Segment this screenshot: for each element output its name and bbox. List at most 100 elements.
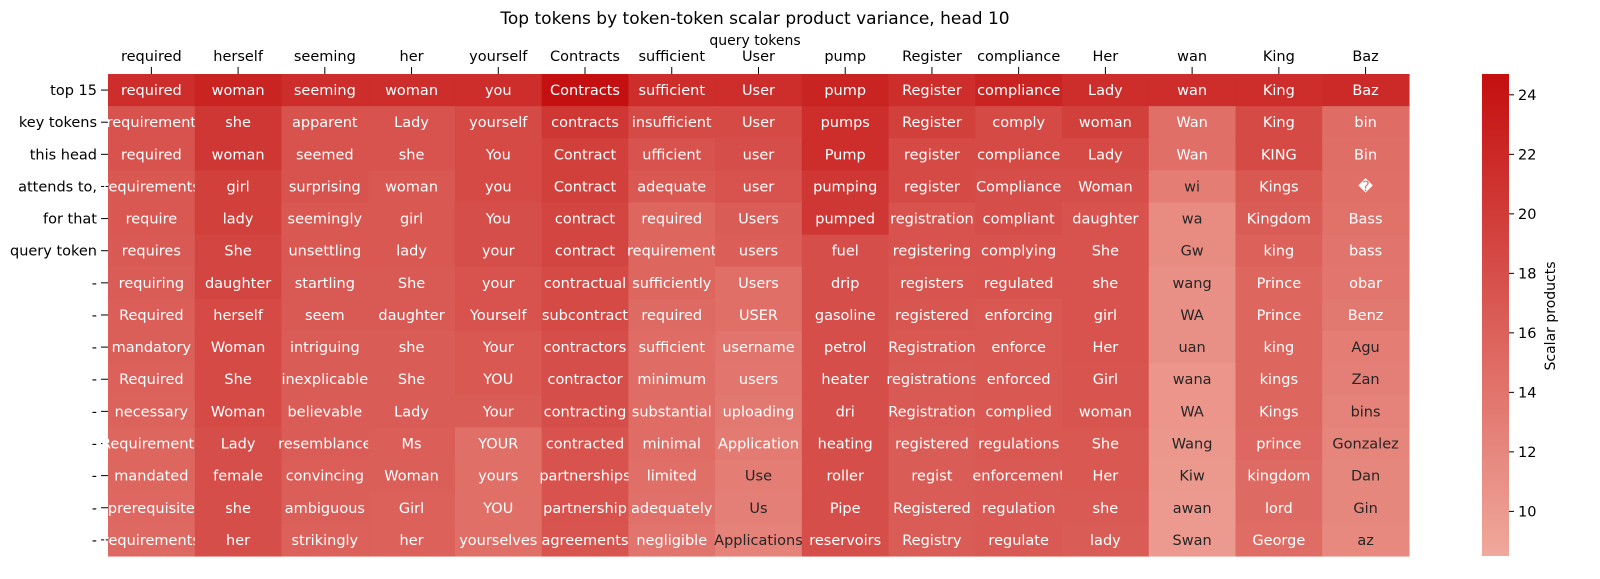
heatmap-cell (1322, 491, 1410, 525)
cell-token-label: woman (212, 147, 265, 163)
cell-token-label: dri (836, 404, 855, 420)
cell-token-label: Woman (211, 340, 266, 356)
heatmap-cell (454, 266, 543, 300)
query-token-label: Contracts (550, 49, 620, 65)
heatmap-cell (108, 331, 196, 364)
cell-token-label: compliance (977, 147, 1060, 163)
heatmap-cell (1322, 395, 1410, 429)
cell-token-label: enforced (987, 372, 1051, 388)
heatmap-cell (194, 459, 283, 493)
cell-token-label: reservoirs (809, 533, 881, 549)
heatmap-cell (368, 427, 456, 461)
query-token-label: seeming (294, 49, 356, 65)
heatmap-cell (281, 491, 369, 525)
cell-token-label: user (743, 147, 775, 163)
cell-token-label: complying (981, 244, 1056, 260)
heatmap-cell (1322, 106, 1410, 139)
heatmap-cell (628, 106, 716, 139)
cell-token-label: users (739, 244, 778, 260)
heatmap-cell (1148, 298, 1237, 332)
cell-token-label: registered (895, 308, 969, 324)
heatmap-cell (715, 427, 803, 461)
query-token-label: pump (824, 49, 866, 65)
cell-token-label: requiring (119, 276, 184, 292)
query-token-label: sufficient (638, 49, 705, 65)
heatmap-cell (801, 298, 890, 332)
cell-token-label: regulate (988, 533, 1049, 549)
heatmap-cell (1322, 170, 1410, 204)
cell-token-label: contractors (544, 340, 627, 356)
cell-token-label: Us (749, 501, 767, 517)
heatmap-cell (541, 138, 629, 171)
heatmap-cell (281, 106, 369, 139)
cell-token-label: sufficiently (632, 276, 712, 292)
row-label: - (92, 469, 97, 485)
heatmap-cell (541, 331, 629, 364)
heatmap-cell (1322, 138, 1410, 171)
cell-token-label: Ms (402, 436, 422, 452)
heatmap-cell (715, 331, 803, 364)
cell-token-label: Register (902, 115, 962, 131)
heatmap-cell (801, 491, 890, 525)
heatmap-cell (1062, 331, 1150, 364)
heatmap-cell (368, 298, 456, 332)
cell-token-label: mandated (114, 469, 188, 485)
cell-token-label: yourself (469, 115, 528, 131)
heatmap-cell (715, 234, 803, 268)
heatmap-cell (1148, 491, 1237, 525)
heatmap-cell (454, 138, 543, 171)
cell-token-label: contracted (546, 436, 624, 452)
cell-token-label: she (1093, 276, 1119, 292)
cell-token-label: WA (1180, 308, 1204, 324)
heatmap-cell (715, 106, 803, 139)
heatmap-cell (108, 298, 196, 332)
cell-token-label: Zan (1352, 372, 1380, 388)
colorbar-tick-label: 12 (1518, 445, 1536, 461)
heatmap-cell (108, 234, 196, 268)
heatmap-cell (715, 363, 803, 396)
cell-token-label: fuel (832, 244, 859, 260)
cell-token-label: Prince (1257, 276, 1302, 292)
heatmap-cell (1322, 298, 1410, 332)
heatmap-cell (1235, 106, 1323, 139)
cell-token-label: You (485, 212, 511, 228)
cell-token-label: Her (1092, 469, 1118, 485)
cell-token-label: daughter (1072, 212, 1138, 228)
heatmap-cell (975, 298, 1063, 332)
heatmap-cell (628, 395, 716, 429)
cell-token-label: daughter (205, 276, 271, 292)
heatmap-cell (454, 234, 543, 268)
heatmap-cell (1235, 491, 1323, 525)
cell-token-label: compliant (983, 212, 1055, 228)
heatmap-cell (975, 170, 1063, 204)
heatmap-cell (1062, 74, 1150, 107)
heatmap-cell (628, 298, 716, 332)
heatmap-cell (1235, 266, 1323, 300)
heatmap-cell (975, 395, 1063, 429)
cell-token-label: king (1263, 340, 1294, 356)
cell-token-label: required (641, 308, 702, 324)
cell-token-label: her (226, 533, 250, 549)
cell-token-label: woman (1079, 404, 1132, 420)
query-token-label: required (121, 49, 182, 65)
heatmap-cell (368, 523, 456, 557)
cell-token-label: User (742, 115, 775, 131)
heatmap-cell (801, 331, 890, 364)
cell-token-label: Kings (1259, 179, 1299, 195)
heatmap-cell (281, 363, 369, 396)
cell-token-label: user (743, 179, 775, 195)
cell-token-label: Register (902, 83, 962, 99)
heatmap-cell (454, 170, 543, 204)
colorbar-label: Scalar products (1543, 262, 1559, 371)
heatmap-cell (888, 266, 976, 300)
heatmap-cell (541, 266, 629, 300)
cell-token-label: requirements (103, 179, 200, 195)
heatmap-cell (368, 234, 456, 268)
cell-token-label: Registered (893, 501, 971, 517)
cell-token-label: minimum (637, 372, 706, 388)
cell-token-label: Users (738, 212, 779, 228)
heatmap-cell (888, 74, 976, 107)
cell-token-label: Contract (554, 179, 617, 195)
heatmap-cell (975, 523, 1063, 557)
cell-token-label: surprising (289, 179, 361, 195)
